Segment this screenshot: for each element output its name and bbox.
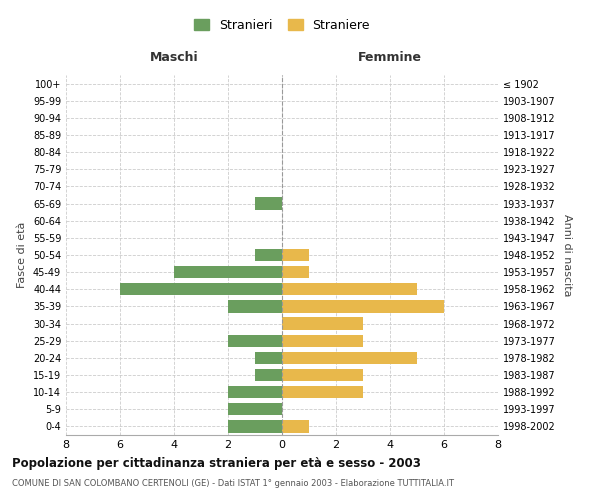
- Bar: [282, 334, 363, 347]
- Bar: [228, 403, 282, 415]
- Text: Popolazione per cittadinanza straniera per età e sesso - 2003: Popolazione per cittadinanza straniera p…: [12, 458, 421, 470]
- Bar: [255, 249, 282, 261]
- Bar: [282, 283, 417, 296]
- Bar: [282, 318, 363, 330]
- Bar: [174, 266, 282, 278]
- Y-axis label: Fasce di età: Fasce di età: [17, 222, 27, 288]
- Bar: [120, 283, 282, 296]
- Text: Maschi: Maschi: [149, 51, 199, 64]
- Bar: [255, 369, 282, 381]
- Y-axis label: Anni di nascita: Anni di nascita: [562, 214, 572, 296]
- Bar: [255, 198, 282, 209]
- Text: Femmine: Femmine: [358, 51, 422, 64]
- Bar: [282, 249, 309, 261]
- Bar: [282, 369, 363, 381]
- Bar: [228, 386, 282, 398]
- Legend: Stranieri, Straniere: Stranieri, Straniere: [189, 14, 375, 37]
- Bar: [255, 352, 282, 364]
- Bar: [282, 420, 309, 432]
- Bar: [282, 386, 363, 398]
- Bar: [228, 420, 282, 432]
- Bar: [282, 266, 309, 278]
- Bar: [228, 300, 282, 312]
- Bar: [282, 300, 444, 312]
- Bar: [282, 352, 417, 364]
- Text: COMUNE DI SAN COLOMBANO CERTENOLI (GE) - Dati ISTAT 1° gennaio 2003 - Elaborazio: COMUNE DI SAN COLOMBANO CERTENOLI (GE) -…: [12, 479, 454, 488]
- Bar: [228, 334, 282, 347]
